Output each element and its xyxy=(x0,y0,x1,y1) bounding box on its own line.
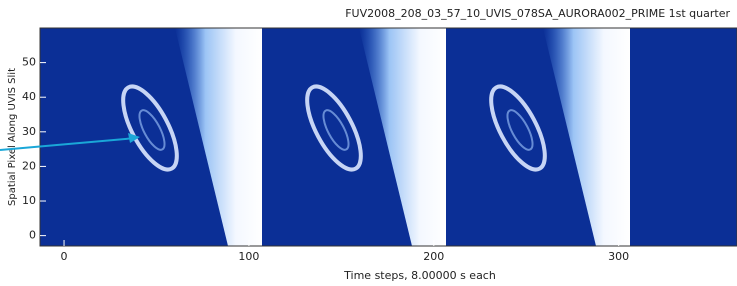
y-tick-label: 20 xyxy=(22,159,36,172)
x-tick-label: 0 xyxy=(61,250,68,263)
aurora-image xyxy=(40,28,737,246)
figure: FUV2008_208_03_57_10_UVIS_078SA_AURORA00… xyxy=(0,0,737,286)
y-tick-label: 10 xyxy=(22,194,36,207)
chart-title: FUV2008_208_03_57_10_UVIS_078SA_AURORA00… xyxy=(345,7,730,20)
x-axis-label: Time steps, 8.00000 s each xyxy=(343,269,496,282)
y-axis-label: Spatial Pixel Along UVIS Slit xyxy=(7,68,18,206)
x-tick-label: 100 xyxy=(238,250,259,263)
y-tick-label: 50 xyxy=(22,56,36,69)
x-tick-label: 200 xyxy=(423,250,444,263)
y-tick-label: 30 xyxy=(22,125,36,138)
x-tick-label: 300 xyxy=(608,250,629,263)
y-tick-label: 0 xyxy=(29,229,36,242)
y-tick-label: 40 xyxy=(22,90,36,103)
